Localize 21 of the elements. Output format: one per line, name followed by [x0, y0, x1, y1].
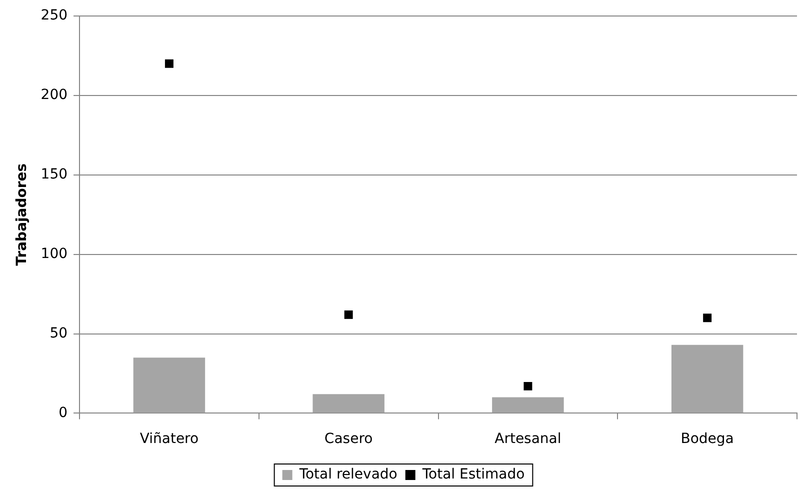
point: [703, 314, 712, 322]
point: [524, 382, 532, 390]
y-tick-label: 250: [40, 8, 68, 24]
bar: [133, 358, 206, 413]
bar: [312, 394, 384, 413]
x-tick-label: Casero: [324, 431, 373, 448]
point: [344, 310, 353, 319]
bar: [671, 344, 744, 413]
x-tick-label: Bodega: [680, 431, 734, 448]
point: [164, 59, 174, 68]
y-tick-label: 0: [58, 404, 68, 421]
y-tick-label: 100: [40, 246, 68, 262]
y-tick-label: 50: [50, 325, 68, 342]
y-tick-label: 200: [40, 87, 68, 104]
x-tick-label: Artesanal: [494, 431, 562, 448]
bar: [492, 397, 564, 413]
y-axis-title: Trabajadores: [14, 163, 30, 266]
legend-label: Total relevado: [298, 466, 398, 483]
x-tick-label: Viñatero: [140, 431, 199, 448]
legend-label: Total Estimado: [421, 466, 525, 483]
y-tick-label: 150: [40, 166, 68, 183]
